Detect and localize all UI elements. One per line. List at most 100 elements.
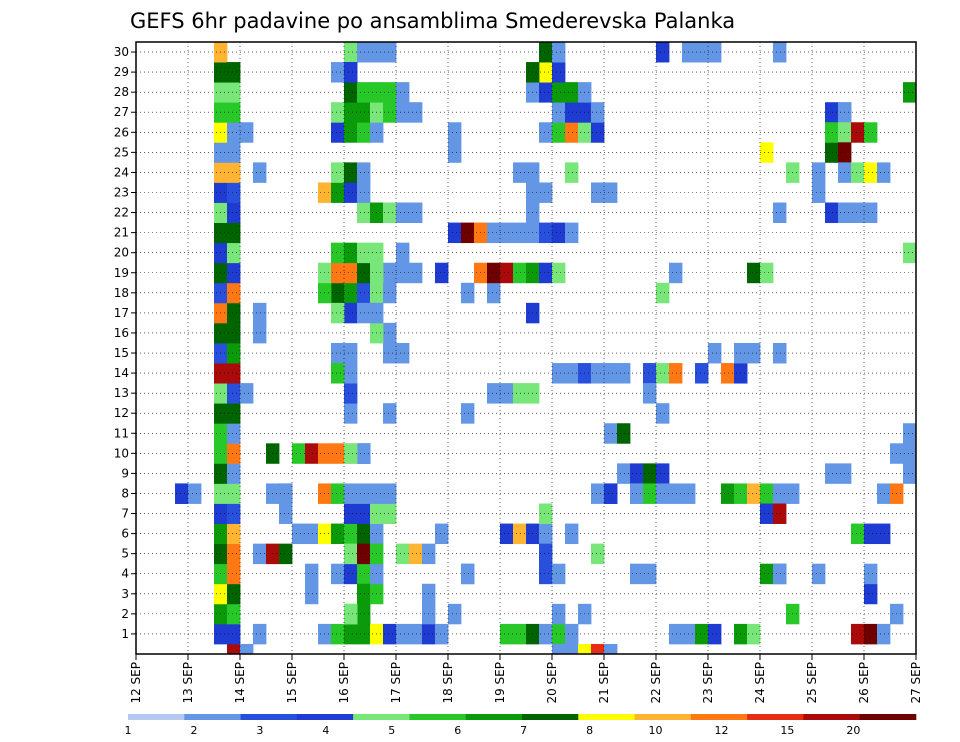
precip-cell [877, 623, 891, 645]
precip-cell [344, 403, 358, 424]
y-tick-label: 25 [114, 145, 129, 159]
precip-cell [591, 483, 605, 504]
precip-cell [539, 262, 553, 284]
precip-cell [344, 242, 358, 264]
precip-cell [383, 483, 397, 504]
precip-cell [695, 363, 709, 384]
y-tick-label: 2 [121, 607, 129, 621]
precip-cell [539, 122, 553, 143]
precip-cell [656, 363, 670, 384]
precip-cell [513, 623, 527, 645]
precip-cell [344, 282, 358, 304]
precip-cell [747, 623, 761, 645]
x-tick-label: 21 SEP [597, 662, 611, 704]
precip-cell [396, 543, 410, 565]
precip-cell [448, 142, 462, 163]
y-tick-label: 12 [114, 406, 129, 420]
y-tick-label: 15 [114, 346, 129, 360]
precip-cell [539, 62, 553, 83]
precip-cell [643, 563, 657, 585]
y-tick-label: 4 [121, 567, 129, 581]
precip-cell [591, 643, 605, 655]
precip-cell [552, 62, 566, 83]
precip-cell [331, 162, 345, 183]
y-tick-label: 29 [114, 65, 129, 79]
precip-cell [565, 82, 579, 103]
precip-cell [344, 182, 358, 203]
precip-cell [279, 543, 293, 565]
precip-cell [227, 383, 241, 404]
y-tick-label: 21 [114, 226, 129, 240]
precip-cell [253, 162, 267, 183]
precip-cell [773, 202, 787, 223]
legend-label: 10 [649, 724, 663, 737]
legend-label: 3 [256, 724, 263, 737]
precip-cell [760, 563, 774, 585]
precip-cell [227, 322, 241, 344]
precip-cell [357, 623, 371, 645]
precip-cell [357, 82, 371, 103]
precip-cell [383, 282, 397, 304]
precip-cell [851, 202, 865, 223]
precip-cell [409, 102, 423, 123]
precip-cell [539, 523, 553, 545]
precip-cell [344, 122, 358, 143]
precip-cell [383, 623, 397, 645]
x-tick-label: 12 SEP [129, 662, 143, 704]
precip-cell [175, 483, 189, 504]
precip-cell [591, 363, 605, 384]
precip-cell [227, 443, 241, 464]
precip-cell [903, 242, 917, 264]
precip-cell [812, 162, 826, 183]
precip-cell [344, 603, 358, 625]
precip-cell [331, 242, 345, 264]
precip-cell [227, 102, 241, 123]
precip-cell [357, 483, 371, 504]
precip-cell [227, 202, 241, 223]
precip-cell [539, 42, 553, 63]
precip-cell [188, 483, 202, 504]
legend-label: 5 [388, 724, 395, 737]
precip-cell [669, 483, 683, 504]
precip-cell [344, 503, 358, 524]
color-legend: 1 2 3 4 5 6 7 8 10 12 15 20 [125, 714, 917, 737]
precip-cell [487, 282, 501, 304]
precip-cell [487, 262, 501, 284]
precip-cell [383, 503, 397, 524]
legend-swatch [522, 714, 579, 720]
precip-cell [253, 322, 267, 344]
precip-cell [357, 583, 371, 605]
precip-cell [305, 523, 319, 545]
precip-cell [643, 463, 657, 484]
y-axis-ticks: 1234567891011121314151617181920212223242… [114, 45, 136, 641]
precip-cell [565, 643, 579, 655]
precip-cell [357, 523, 371, 545]
precip-cell [396, 102, 410, 123]
precip-cell [864, 162, 878, 183]
precip-cell [357, 122, 371, 143]
precip-cell [565, 523, 579, 545]
precip-cell [760, 262, 774, 284]
precip-cell [344, 383, 358, 404]
precip-cell [721, 483, 735, 504]
precip-cell [292, 523, 306, 545]
precip-cell [227, 423, 241, 444]
precip-cell [539, 182, 553, 203]
precip-cell [227, 302, 241, 324]
precip-cell [500, 383, 514, 404]
precip-cell [227, 222, 241, 244]
precip-cell [500, 523, 514, 545]
precip-cell [227, 463, 241, 484]
legend-label: 8 [586, 724, 593, 737]
precip-cell [851, 162, 865, 183]
precip-cell [396, 623, 410, 645]
precip-cell [851, 623, 865, 645]
precip-cell [344, 162, 358, 183]
y-tick-label: 10 [114, 446, 129, 460]
precip-cell [461, 222, 475, 244]
precip-cell [825, 463, 839, 484]
precip-cell [552, 603, 566, 625]
precip-cell [227, 162, 241, 183]
precip-cell [669, 363, 683, 384]
precip-cell [331, 363, 345, 384]
